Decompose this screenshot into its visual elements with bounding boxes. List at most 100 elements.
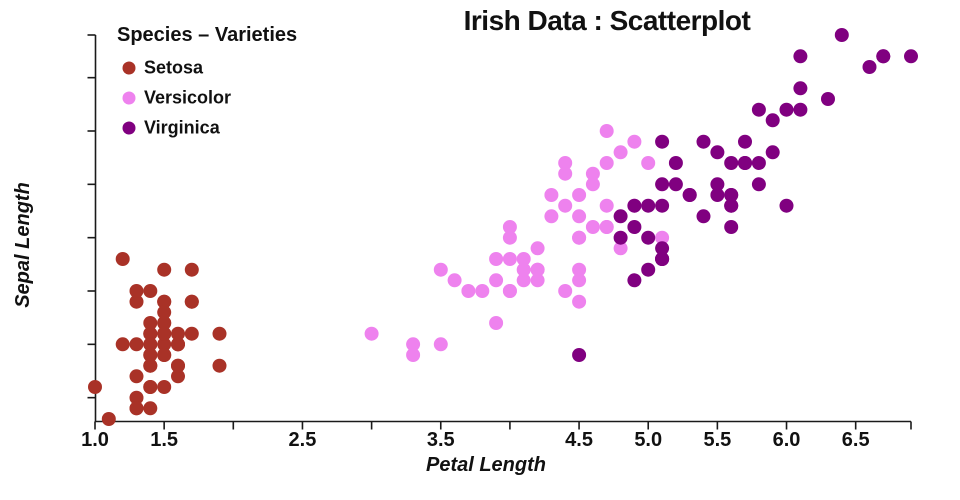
data-point-versicolor: [599, 198, 614, 213]
data-point-virginica: [724, 156, 739, 170]
data-point-virginica: [627, 273, 642, 288]
x-tick-label: 5.5: [703, 429, 731, 451]
data-point-setosa: [88, 380, 102, 394]
x-tick-label: 1.5: [150, 429, 178, 451]
y-axis-label: Sepal Length: [12, 182, 34, 308]
data-point-setosa: [143, 348, 158, 362]
data-point-virginica: [668, 177, 683, 192]
x-axis-label: Petal Length: [426, 454, 546, 476]
data-point-setosa: [115, 337, 130, 352]
data-point-versicolor: [406, 337, 421, 352]
legend-label-virginica: Virginica: [144, 118, 221, 138]
data-point-versicolor: [406, 348, 421, 362]
data-point-versicolor: [530, 273, 545, 288]
data-point-setosa: [143, 316, 158, 330]
data-point-versicolor: [364, 326, 379, 341]
data-point-versicolor: [627, 134, 642, 149]
data-point-setosa: [171, 369, 185, 384]
data-point-virginica: [655, 134, 670, 149]
data-point-versicolor: [502, 230, 517, 245]
legend-marker-versicolor: [122, 91, 136, 105]
data-point-setosa: [157, 348, 172, 362]
data-point-versicolor: [489, 273, 504, 288]
data-point-versicolor: [572, 209, 587, 224]
data-point-virginica: [793, 102, 808, 117]
data-point-versicolor: [572, 294, 587, 309]
legend-label-setosa: Setosa: [144, 58, 204, 78]
data-point-versicolor: [585, 177, 600, 192]
data-point-virginica: [627, 220, 642, 234]
data-point-versicolor: [599, 156, 614, 170]
data-point-setosa: [171, 326, 185, 341]
data-point-setosa: [157, 337, 172, 352]
x-tick-label: 5.0: [634, 429, 662, 451]
legend: Setosa Versicolor Virginica: [122, 58, 231, 138]
data-point-virginica: [696, 134, 711, 149]
data-point-setosa: [157, 262, 172, 277]
data-point-versicolor: [516, 262, 531, 277]
data-point-setosa: [129, 337, 144, 352]
data-point-virginica: [751, 156, 766, 170]
data-point-versicolor: [572, 262, 587, 277]
x-tick-label: 3.5: [427, 429, 455, 451]
data-point-setosa: [143, 326, 158, 341]
data-point-setosa: [157, 294, 172, 309]
data-point-versicolor: [544, 209, 559, 224]
data-point-versicolor: [489, 252, 504, 266]
data-point-setosa: [129, 294, 144, 309]
data-point-virginica: [793, 81, 808, 96]
y-axis: [87, 34, 97, 422]
data-point-versicolor: [572, 230, 587, 245]
x-tick-label: 6.0: [773, 429, 801, 451]
data-point-versicolor: [599, 220, 614, 234]
data-points-layer: [88, 28, 918, 426]
data-point-setosa: [212, 326, 227, 341]
data-point-virginica: [779, 198, 794, 213]
x-tick-label: 1.0: [81, 429, 109, 451]
data-point-setosa: [129, 284, 144, 298]
data-point-versicolor: [613, 145, 628, 160]
data-point-versicolor: [585, 220, 600, 234]
data-point-setosa: [115, 252, 130, 266]
data-point-versicolor: [585, 166, 600, 181]
data-point-setosa: [157, 380, 172, 394]
data-point-versicolor: [558, 166, 573, 181]
data-point-virginica: [641, 262, 656, 277]
data-point-setosa: [129, 390, 144, 405]
data-point-versicolor: [516, 273, 531, 288]
data-point-virginica: [655, 241, 670, 256]
data-point-versicolor: [530, 262, 545, 277]
data-point-setosa: [143, 401, 158, 416]
data-point-virginica: [655, 198, 670, 213]
data-point-virginica: [627, 198, 642, 213]
data-point-versicolor: [475, 284, 490, 298]
x-axis: 1.0 1.5 2.5 3.5 4.5 5.0 5.5 6.0 6.5: [81, 420, 912, 451]
data-point-versicolor: [558, 156, 573, 170]
data-point-setosa: [143, 380, 158, 394]
data-point-virginica: [641, 230, 656, 245]
data-point-virginica: [696, 209, 711, 224]
data-point-setosa: [157, 316, 172, 330]
legend-marker-virginica: [122, 121, 136, 135]
data-point-virginica: [724, 220, 739, 234]
data-point-versicolor: [461, 284, 476, 298]
data-point-virginica: [779, 102, 794, 117]
data-point-setosa: [171, 337, 185, 352]
data-point-virginica: [876, 49, 891, 64]
data-point-virginica: [641, 198, 656, 213]
data-point-versicolor: [489, 316, 504, 330]
data-point-setosa: [101, 412, 116, 426]
data-point-virginica: [834, 28, 849, 42]
data-point-virginica: [862, 60, 877, 74]
data-point-setosa: [143, 337, 158, 352]
data-point-virginica: [710, 145, 725, 160]
legend-marker-setosa: [122, 61, 136, 75]
data-point-setosa: [143, 358, 158, 373]
data-point-versicolor: [558, 284, 573, 298]
data-point-virginica: [738, 134, 752, 149]
x-tick-label: 2.5: [289, 429, 317, 451]
data-point-versicolor: [641, 156, 656, 170]
data-point-versicolor: [447, 273, 462, 288]
